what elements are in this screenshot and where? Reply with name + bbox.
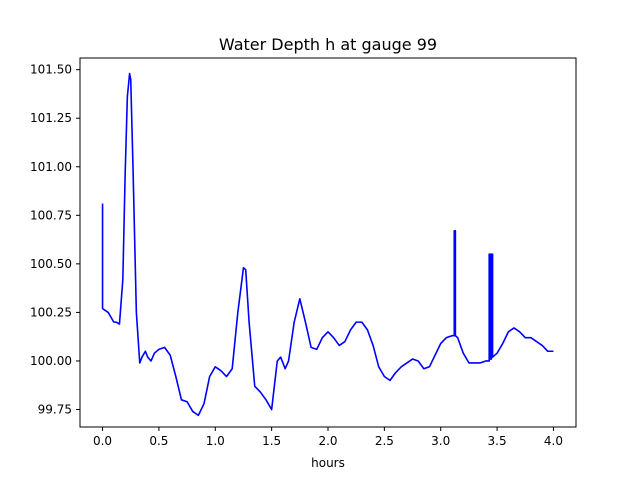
series-line [101,72,554,417]
y-axis-ticks: 99.75 100.00 100.25 100.50 100.75 101.00 101.2… [30,63,80,417]
y-tick-label: 101.25 [30,111,72,125]
x-tick-label: 0.0 [93,434,112,448]
x-tick-label: 2.0 [318,434,337,448]
y-tick-label: 101.50 [30,63,72,77]
y-tick-label: 100.25 [30,305,72,319]
x-tick-label: 1.0 [206,434,225,448]
y-tick-label: 100.00 [30,354,72,368]
y-tick-label: 99.75 [38,403,72,417]
x-tick-label: 3.5 [488,434,507,448]
chart-title: Water Depth h at gauge 99 [219,35,437,54]
plot-area: 0.0 0.5 1.0 1.5 2.0 2.5 3.0 3.5 4.0 99.75 100.00 1… [30,57,577,448]
x-axis-label: hours [311,456,345,470]
x-tick-label: 3.0 [431,434,450,448]
x-tick-label: 4.0 [544,434,563,448]
x-tick-label: 0.5 [149,434,168,448]
x-tick-label: 2.5 [375,434,394,448]
series-layer [101,72,554,417]
y-tick-label: 101.00 [30,160,72,174]
y-tick-label: 100.75 [30,208,72,222]
x-tick-label: 1.5 [262,434,281,448]
x-axis-ticks: 0.0 0.5 1.0 1.5 2.0 2.5 3.0 3.5 4.0 [93,427,563,448]
y-tick-label: 100.50 [30,257,72,271]
